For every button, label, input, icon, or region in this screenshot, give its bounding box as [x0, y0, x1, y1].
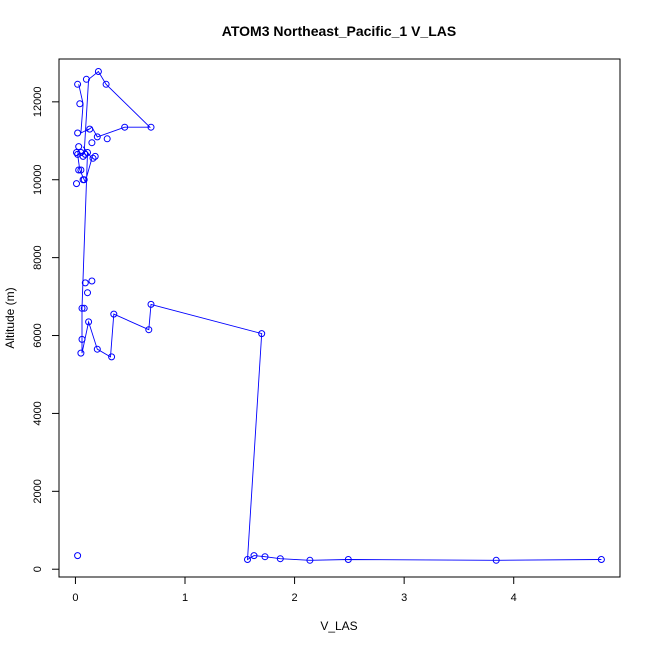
data-point [147, 300, 155, 308]
x-axis-label: V_LAS [320, 619, 357, 633]
data-point [88, 139, 96, 147]
y-tick-label: 0 [32, 566, 44, 572]
data-point [145, 326, 153, 334]
x-axis: 0 1 2 3 4 [72, 576, 517, 604]
data-point [86, 125, 94, 133]
data-point [276, 555, 284, 563]
data-point [93, 345, 101, 353]
data-point [78, 304, 86, 312]
y-tick-label: 6000 [32, 323, 44, 347]
data-point [74, 552, 82, 560]
data-point [73, 180, 80, 188]
y-tick-label: 2000 [32, 479, 44, 503]
data-point [108, 353, 116, 361]
data-point [77, 149, 85, 156]
data-point [74, 80, 82, 88]
points-layer [73, 68, 605, 564]
x-tick-label: 4 [511, 592, 517, 604]
data-point [88, 277, 96, 285]
plot-frame [58, 58, 621, 578]
data-point [94, 68, 102, 75]
data-point [306, 556, 314, 564]
y-tick-label: 4000 [32, 401, 44, 425]
data-point [82, 75, 90, 83]
data-point [89, 154, 97, 162]
data-point [110, 310, 118, 318]
chart-title: ATOM3 Northeast_Pacific_1 V_LAS [222, 23, 456, 39]
data-point [84, 149, 91, 156]
data-point [79, 152, 87, 160]
series-layer [77, 70, 602, 561]
data-point [84, 289, 91, 297]
data-point [244, 556, 251, 563]
series-line [77, 70, 602, 561]
data-point [91, 152, 99, 160]
data-point [81, 150, 89, 158]
x-tick-label: 2 [292, 592, 298, 604]
data-point [93, 133, 101, 141]
y-axis-label: Altitude (m) [3, 287, 17, 348]
data-point [85, 318, 93, 326]
data-point [79, 176, 87, 184]
data-point [261, 553, 269, 561]
data-point [80, 304, 88, 312]
y-tick-label: 12000 [32, 87, 44, 118]
data-point [78, 335, 86, 343]
data-point [103, 135, 111, 143]
data-point [77, 166, 85, 174]
data-point [76, 100, 84, 108]
data-point [121, 123, 129, 131]
data-point [74, 129, 82, 137]
data-point [81, 279, 89, 287]
data-point [258, 330, 266, 338]
data-point [147, 123, 155, 131]
data-point [344, 556, 352, 563]
data-point [492, 556, 500, 564]
x-tick-label: 3 [401, 592, 407, 604]
data-point [102, 80, 110, 88]
y-tick-label: 8000 [32, 245, 44, 269]
y-axis: 0 2000 4000 6000 8000 10000 12000 [32, 87, 60, 572]
y-tick-label: 10000 [32, 164, 44, 195]
x-tick-label: 1 [182, 592, 188, 604]
data-point [75, 166, 83, 174]
data-point [75, 143, 83, 151]
x-tick-label: 0 [72, 592, 78, 604]
data-point [597, 556, 605, 563]
data-point [250, 552, 258, 560]
data-point [77, 349, 85, 357]
